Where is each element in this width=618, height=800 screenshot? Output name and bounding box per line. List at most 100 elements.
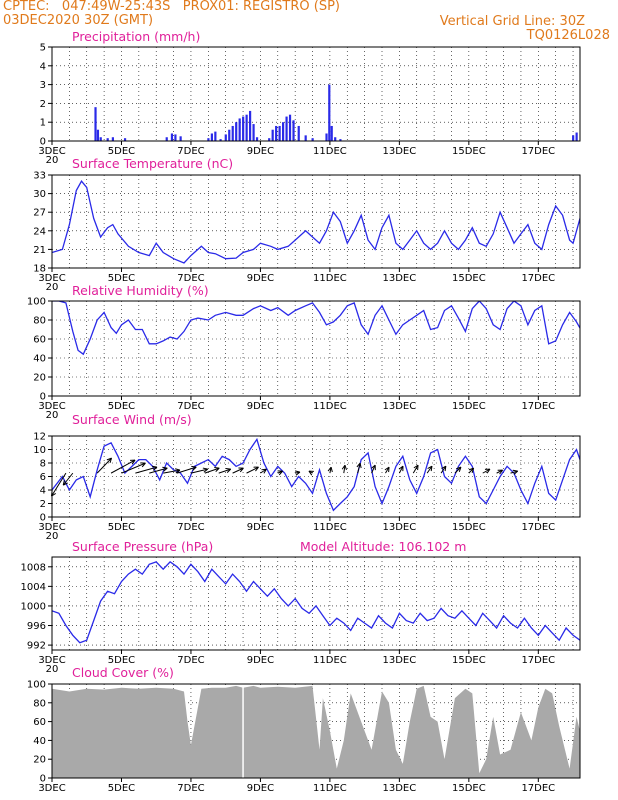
precip-bar [165,137,168,141]
wind-vector-head [191,465,197,471]
x-tick-label: 9DEC [247,401,274,412]
y-tick-label: 2 [40,499,46,510]
wind-vector [176,466,197,474]
y-tick-label: 24 [33,226,46,237]
precip-bar [297,125,300,141]
y-tick-label: 40 [33,354,46,365]
header-line-3-right: TQ0126L028 [526,28,610,43]
panel-frame [51,556,581,651]
precip-bar [572,135,575,141]
y-tick-label: 4 [40,61,46,72]
x-tick-label: 7DEC [177,522,204,533]
precip-bar [214,131,217,141]
x-tick-label: 17DEC [521,783,555,794]
wind-vector-head [175,468,181,474]
precip-bar [106,138,109,141]
wind-vector-head [62,480,68,486]
wind-line [52,437,580,512]
panel-title-temp: Surface Temperature (nC) [72,156,233,171]
precip-bar [96,129,100,141]
y-tick-label: 1 [40,118,46,129]
x-tick-label: 11DEC [313,401,347,412]
x-tick-label: 13DEC [383,783,417,794]
wind-vector [149,467,168,474]
wind-vector-head [140,462,146,468]
panel-cloud: 0 20 40 60 80 100 3DEC 5DEC 7DEC 9DEC 11DEC 13DEC 15… [27,665,581,794]
y-tick-label: 992 [27,641,46,652]
precip-bar [311,138,314,141]
wind-vector-head [413,464,419,471]
pres-line [52,561,580,644]
y-tick-label: 20 [33,373,46,384]
precip-bar [219,139,222,141]
wind-vector [218,468,231,474]
x-tick-label: 7DEC [177,273,204,284]
wind-vector-head [151,465,158,471]
y-tick-label: 2 [40,99,46,110]
x-tick-label: 13DEC [383,522,417,533]
wind-vector-head [497,469,504,475]
x-tick-label: 17DEC [521,273,555,284]
wind-vector-head [130,459,136,465]
precip-bar [249,110,252,141]
wind-vector-head [441,465,447,472]
x-tick-label: 9DEC [247,273,274,284]
wind-vector-head [214,467,220,473]
precip-bar [245,114,248,141]
wind-vector [357,463,361,474]
precip-bar [255,137,259,141]
panel-title-cloud: Cloud Cover (%) [72,665,174,680]
x-tick-label: 17DEC [521,401,555,412]
wind-vector-head [398,465,404,472]
wind-vector-head [512,469,519,475]
precip-bar [330,125,333,141]
x-tick-label: 3DEC [38,401,65,412]
precip-bar [288,114,292,141]
wind-vector-head [294,470,301,476]
panel-wind: 0 2 4 6 8 10 12 3DEC 5DEC 7DEC 9DEC 11DEC 13DEC 15DEC… [33,412,581,542]
x-tick-label: 7DEC [177,655,204,666]
precip-bar [210,133,213,141]
x-tick-label: 5DEC [108,655,135,666]
panel-frame [51,174,581,269]
wind-vector [246,466,259,474]
y-tick-label: 100 [27,297,46,308]
precip-bar [242,116,245,141]
x-tick-label: 15DEC [452,146,486,157]
y-tick-label: 33 [33,171,46,182]
wind-vector-head [202,467,209,473]
precip-bar [304,135,307,141]
x-tick-label: 9DEC [247,146,274,157]
wind-vector [190,468,208,474]
panel-title-precip: Precipitation (mm/h) [72,29,200,44]
panel-title-wind: Surface Wind (m/s) [72,412,192,427]
x-tick-label: 11DEC [313,273,347,284]
wind-vector [385,466,390,474]
panel-precip: 0 1 2 3 4 5 3DEC 5DEC 7DEC 9DEC 11DEC 13DEC 15DEC 17D… [38,29,581,166]
panel-frame [51,683,581,779]
y-tick-label: 1004 [21,582,46,593]
wind-vector-head [356,462,362,469]
y-tick-label: 30 [33,189,46,200]
y-tick-label: 10 [33,445,46,456]
x-under-label: 20 [46,410,59,421]
x-tick-label: 3DEC [38,273,65,284]
precip-bar [282,122,285,141]
x-tick-label: 3DEC [38,783,65,794]
y-tick-label: 0 [40,774,46,785]
x-tick-label: 9DEC [247,783,274,794]
x-tick-label: 7DEC [177,146,204,157]
y-tick-label: 20 [33,755,46,766]
wind-vector [260,468,267,474]
wind-vector [510,470,518,474]
wind-vector [468,467,475,474]
x-tick-label: 3DEC [38,146,65,157]
panel-pres: 992 996 1000 1004 1008 3DEC 5DEC 7DEC 9DEC 11DEC 1… [21,539,581,675]
wind-vector-head [225,467,232,473]
precip-bar [99,137,102,141]
x-tick-label: 15DEC [452,401,486,412]
wind-vector-head [456,466,462,473]
x-tick-label: 13DEC [383,273,417,284]
wind-vector-head [261,468,267,474]
